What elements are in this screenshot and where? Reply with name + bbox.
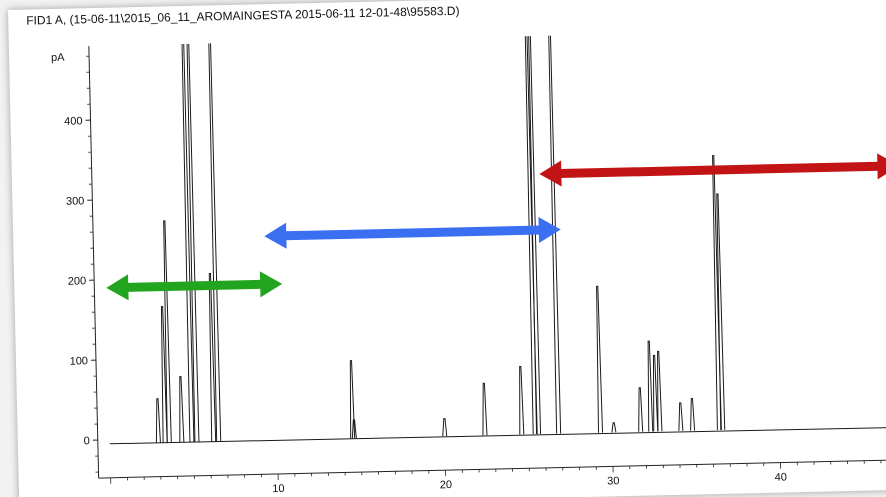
y-tick-label: 200 (68, 275, 87, 287)
chromatogram-peak (208, 272, 217, 442)
chromatogram-peak (546, 27, 562, 434)
chromatogram-peak (519, 365, 525, 435)
chromatogram-peak (716, 193, 726, 430)
x-tick-label: 10 (272, 483, 285, 495)
y-tick-label: 0 (84, 435, 90, 447)
chromatogram-peak (611, 422, 617, 433)
blue-range-arrow-shaft (284, 225, 541, 241)
chromatogram-peak (652, 354, 659, 432)
blue-range-arrow-head-right (538, 217, 561, 244)
chromatogram-peak (596, 285, 604, 433)
y-tick-label: 400 (64, 115, 83, 127)
red-range-arrow-head-right (877, 153, 886, 180)
chromatogram-plot: 0100200300400pA10203040mi (51, 27, 886, 495)
y-tick-label: 100 (69, 355, 88, 367)
chromatogram-peak (657, 350, 663, 432)
red-range-arrow-head-left (539, 160, 562, 187)
chromatogram-peak (160, 306, 168, 443)
red-range-arrow-shaft (559, 161, 880, 179)
chromatogram-peak (712, 155, 722, 431)
chromatogram-peak (179, 376, 185, 443)
chromatogram-peak (163, 220, 172, 443)
chromatogram-peak (442, 418, 448, 437)
chromatogram-peak (155, 398, 161, 443)
x-tick-label: 20 (440, 479, 453, 491)
chromatogram-peak (678, 402, 684, 431)
y-axis-line (88, 46, 100, 479)
x-tick-label: 40 (775, 471, 788, 483)
chromatogram-baseline (109, 426, 886, 445)
x-axis-line (98, 458, 886, 479)
chromatogram-peak (206, 27, 222, 442)
chromatogram-peak (184, 27, 200, 442)
y-axis-label: pA (51, 52, 65, 64)
chromatogram-peak (179, 27, 195, 442)
chromatogram-peak (349, 360, 356, 439)
x-tick-label: 30 (607, 475, 620, 487)
blue-range-arrow-head-left (264, 222, 287, 249)
chromatogram-peak (523, 27, 538, 435)
green-range-arrow-head-right (259, 271, 283, 298)
y-tick-label: 300 (66, 195, 85, 207)
chromatogram-peak (690, 398, 696, 431)
chromatogram-peak (351, 419, 357, 439)
chromatogram-peak (526, 27, 542, 435)
chromatogram-peak (482, 382, 488, 436)
chromatogram-sheet: FID1 A, (15-06-11\2015_06_11_AROMAINGEST… (8, 0, 886, 497)
chromatogram-peak (638, 387, 644, 432)
green-range-arrow-shaft (126, 279, 263, 292)
green-range-arrow-head-left (106, 274, 129, 301)
chromatogram-peak (647, 340, 654, 432)
